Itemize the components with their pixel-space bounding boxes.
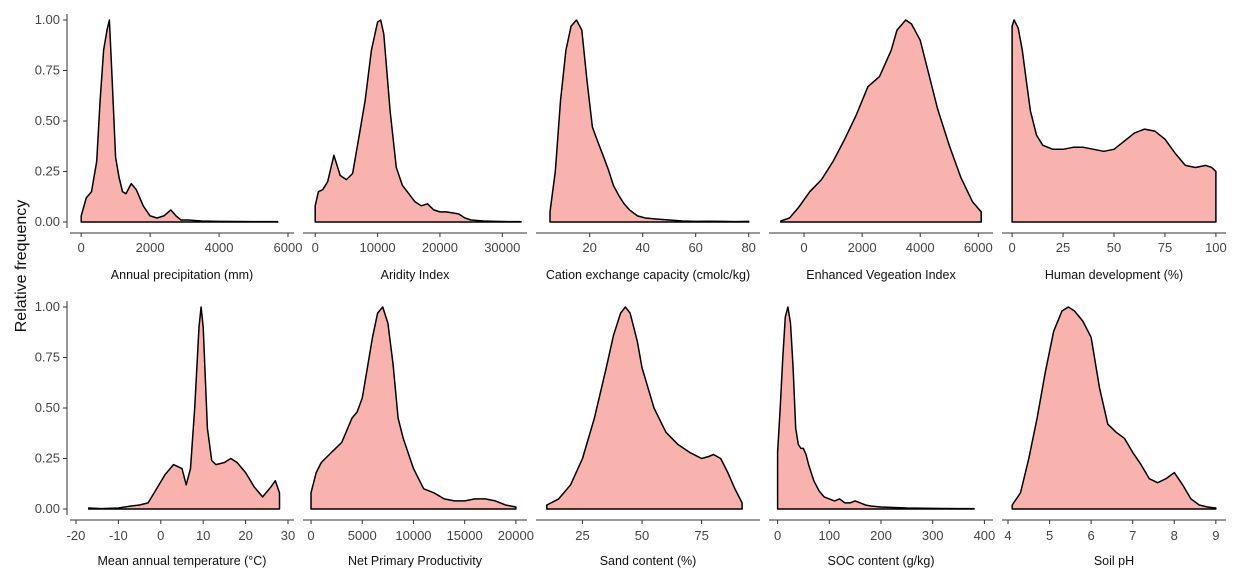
y-tick-label: 0.50 <box>35 113 60 128</box>
x-tick-label: 6 <box>1088 528 1095 543</box>
x-tick-label: 5000 <box>348 528 377 543</box>
density-area <box>87 306 281 510</box>
x-tick-label: 75 <box>694 528 708 543</box>
density-area <box>1011 19 1217 223</box>
x-tick-label: 0 <box>78 240 85 255</box>
x-tick-label: 4000 <box>205 240 234 255</box>
panel-7: 0 5000 10000 15000 20000 Net Primary Producti… <box>303 306 534 568</box>
x-tick-label: 0 <box>312 240 319 255</box>
x-tick-label: 30000 <box>484 240 520 255</box>
x-tick-label: 25 <box>1056 240 1070 255</box>
x-tick-label: 5 <box>1046 528 1053 543</box>
y-axis-title: Relative frequency <box>13 200 30 333</box>
y-tick-label: 0.75 <box>35 63 60 78</box>
panel-1: 0 2000 4000 6000 Annual precipitation (mm) 0.… <box>35 12 303 282</box>
x-tick-label: 40 <box>635 240 649 255</box>
x-tick-label: -10 <box>109 528 128 543</box>
panel-8: 25 50 75 Sand content (%) <box>536 306 760 568</box>
x-tick-label: 4 <box>1004 528 1011 543</box>
x-tick-label: 6000 <box>964 240 993 255</box>
density-area <box>549 19 750 223</box>
x-tick-label: 0 <box>774 528 781 543</box>
x-tick-label: 50 <box>635 528 649 543</box>
x-tick-label: 6000 <box>274 240 303 255</box>
x-tick-label: 20 <box>238 528 252 543</box>
x-tick-label: 20 <box>582 240 596 255</box>
x-axis-title: Aridity Index <box>381 268 451 282</box>
x-axis-title: SOC content (g/kg) <box>828 554 935 568</box>
x-tick-label: 75 <box>1158 240 1172 255</box>
x-tick-label: 200 <box>870 528 892 543</box>
x-axis-title: Cation exchange capacity (cmolc/kg) <box>546 268 750 282</box>
x-tick-label: 30 <box>281 528 295 543</box>
density-area <box>310 306 517 510</box>
x-tick-label: 400 <box>974 528 996 543</box>
density-area <box>546 306 743 510</box>
x-axis-title: Net Primary Productivity <box>348 554 483 568</box>
x-tick-label: 7 <box>1129 528 1136 543</box>
x-tick-label: 50 <box>1107 240 1121 255</box>
x-tick-label: 100 <box>1205 240 1227 255</box>
x-tick-label: 9 <box>1212 528 1219 543</box>
panel-4: 0 2000 4000 6000 Enhanced Vegeation Index <box>769 19 993 282</box>
x-tick-label: 0 <box>1008 240 1015 255</box>
x-tick-label: 0 <box>157 528 164 543</box>
x-tick-label: 300 <box>922 528 944 543</box>
panel-5: 0 25 50 75 100 Human development (%) <box>1002 19 1227 282</box>
x-tick-label: 60 <box>688 240 702 255</box>
x-tick-label: -20 <box>67 528 86 543</box>
x-tick-label: 2000 <box>136 240 165 255</box>
panel-2: 0 10000 20000 30000 Aridity Index <box>303 19 527 282</box>
x-tick-label: 2000 <box>848 240 877 255</box>
x-tick-label: 4000 <box>906 240 935 255</box>
x-tick-label: 20000 <box>498 528 534 543</box>
y-tick-label: 0.25 <box>35 164 60 179</box>
x-axis-title: Human development (%) <box>1045 268 1183 282</box>
x-axis-title: Enhanced Vegeation Index <box>806 268 956 282</box>
x-tick-label: 10000 <box>360 240 396 255</box>
density-area <box>314 19 522 223</box>
x-axis-title: Mean annual temperature (°C) <box>98 554 267 568</box>
density-area <box>780 19 982 223</box>
y-tick-label: 0.75 <box>35 350 60 365</box>
y-tick-label: 0.25 <box>35 451 60 466</box>
x-tick-label: 10 <box>196 528 210 543</box>
density-area <box>80 19 279 223</box>
x-tick-label: 80 <box>741 240 755 255</box>
y-tick-label: 1.00 <box>35 299 60 314</box>
y-tick-label: 1.00 <box>35 12 60 27</box>
y-tick-label: 0.50 <box>35 400 60 415</box>
x-axis-title: Annual precipitation (mm) <box>111 268 253 282</box>
x-tick-label: 0 <box>800 240 807 255</box>
x-axis-title: Soil pH <box>1094 554 1134 568</box>
panel-10: 4 5 6 7 8 9 Soil pH <box>1002 306 1226 568</box>
x-tick-label: 15000 <box>447 528 483 543</box>
density-area <box>1011 306 1217 510</box>
panel-9: 0 100 200 300 400 SOC content (g/kg) <box>769 306 996 568</box>
x-tick-label: 10000 <box>395 528 431 543</box>
panel-3: 20 40 60 80 Cation exchange capacity (cmolc/… <box>536 19 760 282</box>
x-tick-label: 100 <box>818 528 840 543</box>
density-area <box>776 306 975 510</box>
x-tick-label: 25 <box>575 528 589 543</box>
x-tick-label: 0 <box>307 528 314 543</box>
x-axis-title: Sand content (%) <box>600 554 697 568</box>
x-tick-label: 8 <box>1171 528 1178 543</box>
panel-6: -20 -10 0 10 20 30 Mean annual temperature (°C… <box>35 299 296 568</box>
x-tick-label: 20000 <box>422 240 458 255</box>
y-tick-label: 0.00 <box>35 214 60 229</box>
y-tick-label: 0.00 <box>35 501 60 516</box>
